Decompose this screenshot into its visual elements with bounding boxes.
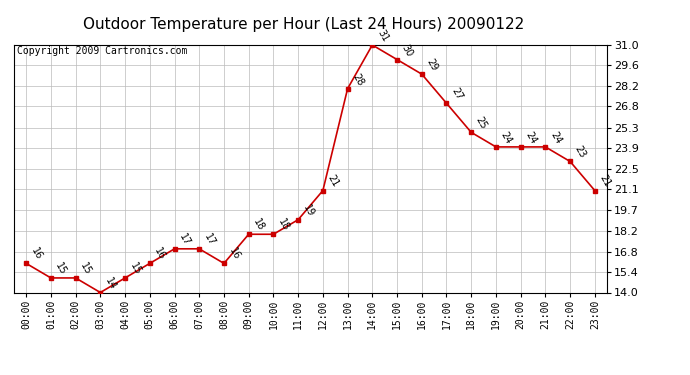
Text: 28: 28 — [351, 72, 365, 87]
Text: Outdoor Temperature per Hour (Last 24 Hours) 20090122: Outdoor Temperature per Hour (Last 24 Ho… — [83, 17, 524, 32]
Text: 16: 16 — [29, 246, 43, 262]
Text: 31: 31 — [375, 28, 390, 44]
Text: 19: 19 — [301, 203, 316, 218]
Text: 30: 30 — [400, 42, 415, 58]
Text: 24: 24 — [524, 130, 538, 146]
Text: 15: 15 — [54, 261, 68, 276]
Text: Copyright 2009 Cartronics.com: Copyright 2009 Cartronics.com — [17, 46, 187, 56]
Text: 18: 18 — [251, 217, 266, 233]
Text: 27: 27 — [449, 86, 464, 102]
Text: 18: 18 — [276, 217, 291, 233]
Text: 23: 23 — [573, 144, 588, 160]
Text: 15: 15 — [79, 261, 93, 276]
Text: 16: 16 — [227, 246, 242, 262]
Text: 24: 24 — [548, 130, 563, 146]
Text: 15: 15 — [128, 261, 143, 276]
Text: 29: 29 — [424, 57, 440, 73]
Text: 24: 24 — [499, 130, 513, 146]
Text: 21: 21 — [326, 174, 340, 189]
Text: 17: 17 — [177, 232, 192, 248]
Text: 25: 25 — [474, 115, 489, 131]
Text: 17: 17 — [202, 232, 217, 248]
Text: 16: 16 — [152, 246, 168, 262]
Text: 14: 14 — [103, 276, 118, 291]
Text: 21: 21 — [598, 174, 613, 189]
